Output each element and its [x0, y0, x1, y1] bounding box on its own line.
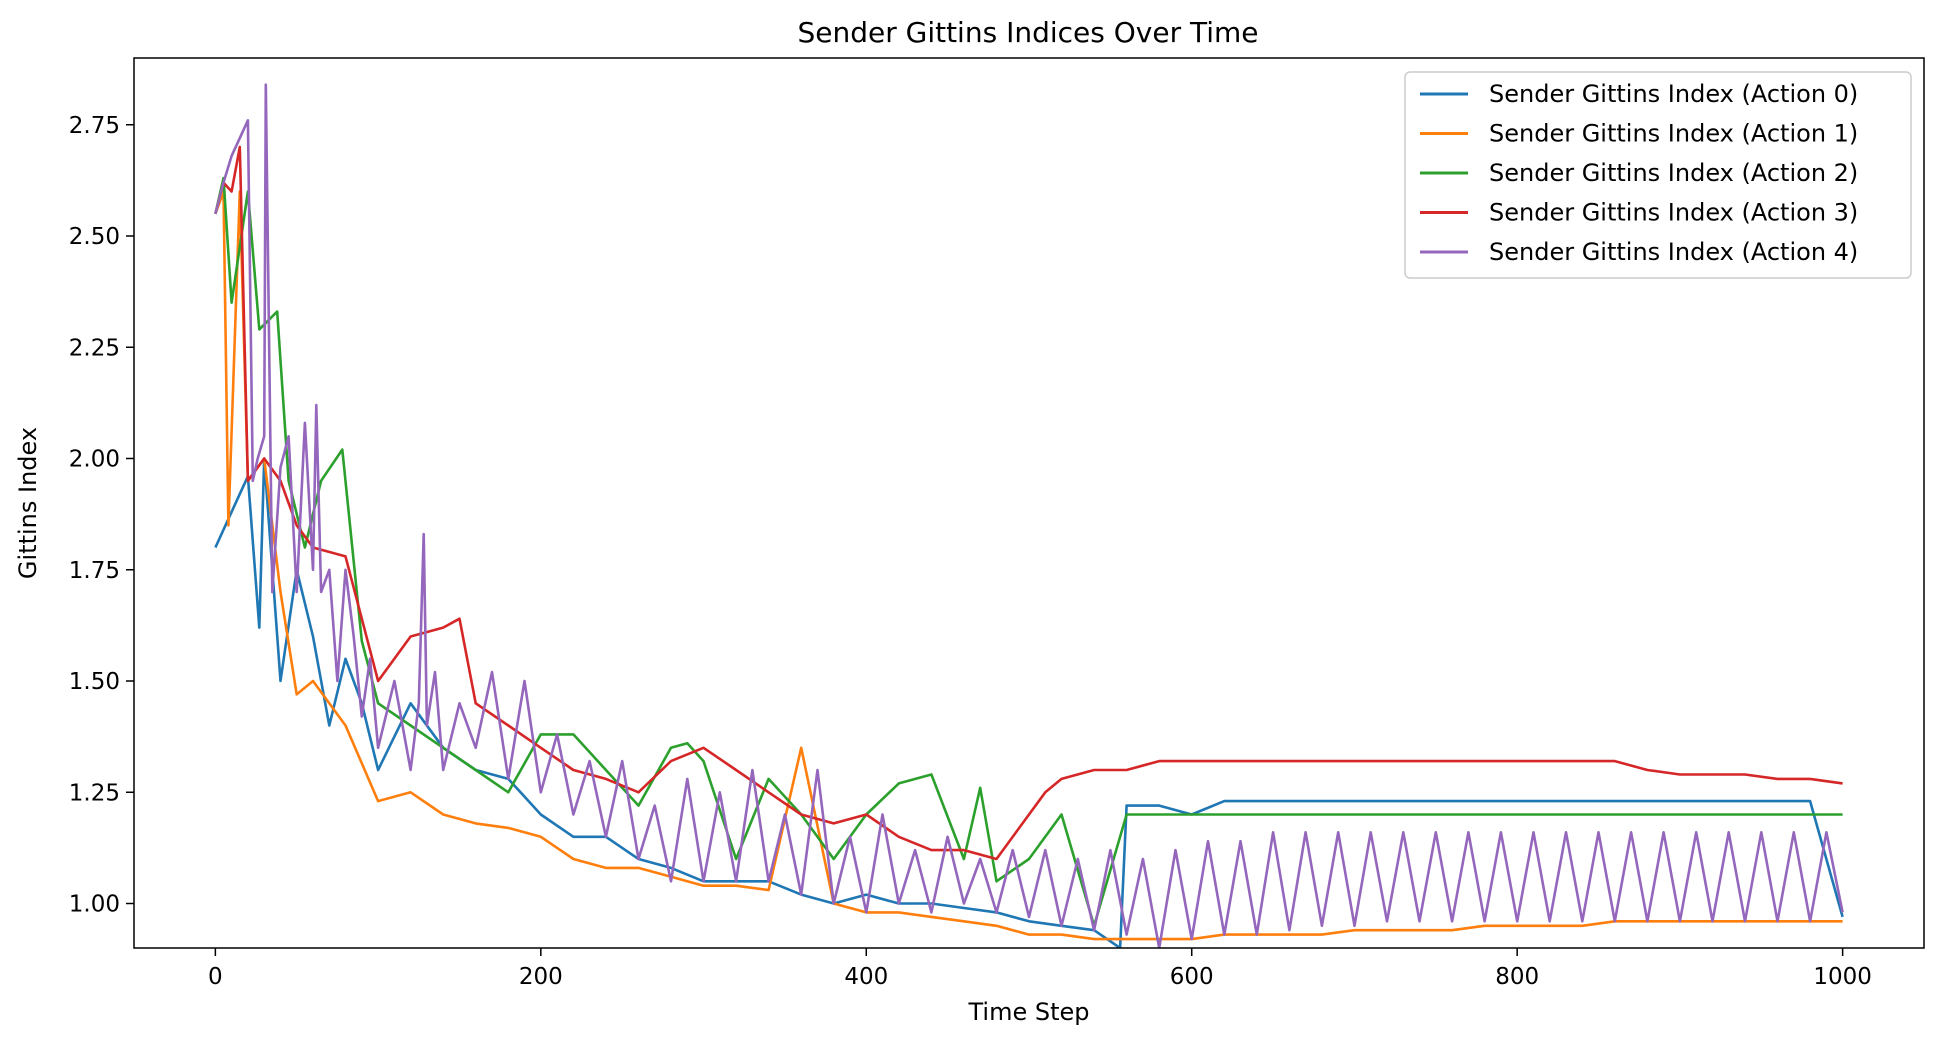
y-tick-label: 1.00 [69, 892, 120, 918]
legend-label-action-0: Sender Gittins Index (Action 0) [1489, 80, 1858, 108]
x-tick-label: 600 [1170, 964, 1214, 990]
plot-area [133, 57, 1925, 949]
y-tick-label: 2.25 [69, 335, 120, 361]
axes-frame [133, 57, 1925, 949]
y-tick-label: 2.50 [69, 224, 120, 250]
x-axis-label: Time Step [967, 998, 1089, 1026]
series-group [214, 83, 1844, 948]
legend-label-action-3: Sender Gittins Index (Action 3) [1489, 199, 1858, 227]
y-axis-label: Gittins Index [14, 427, 42, 579]
series-line-action-4 [214, 83, 1844, 948]
y-tick-label: 2.00 [69, 447, 120, 473]
y-tick-label: 2.75 [69, 113, 120, 139]
legend-label-action-4: Sender Gittins Index (Action 4) [1489, 238, 1858, 266]
legend-items: Sender Gittins Index (Action 0) Sender Gi… [1420, 80, 1858, 266]
x-tick-label: 800 [1495, 964, 1539, 990]
series-line-action-0 [214, 457, 1844, 948]
legend-label-action-1: Sender Gittins Index (Action 1) [1489, 120, 1858, 148]
y-tick-label: 1.25 [69, 780, 120, 806]
chart-title: Sender Gittins Indices Over Time [797, 16, 1258, 49]
x-tick-label: 0 [208, 964, 223, 990]
series-line-action-1 [214, 190, 1843, 941]
x-tick-label: 200 [519, 964, 563, 990]
x-axis-ticks: 0 200 400 600 800 1000 [208, 948, 1872, 990]
legend: Sender Gittins Index (Action 0) Sender Gi… [1404, 71, 1912, 279]
legend-box [1404, 71, 1912, 279]
x-tick-label: 1000 [1813, 964, 1872, 990]
series-line-action-2 [214, 176, 1843, 928]
y-axis-ticks: 1.00 1.25 1.50 1.75 2.00 2.25 2.50 2.75 [69, 113, 134, 918]
y-tick-label: 1.75 [69, 558, 120, 584]
y-tick-label: 1.50 [69, 669, 120, 695]
series-line-action-3 [214, 145, 1843, 861]
x-tick-label: 400 [844, 964, 888, 990]
legend-label-action-2: Sender Gittins Index (Action 2) [1489, 159, 1858, 187]
